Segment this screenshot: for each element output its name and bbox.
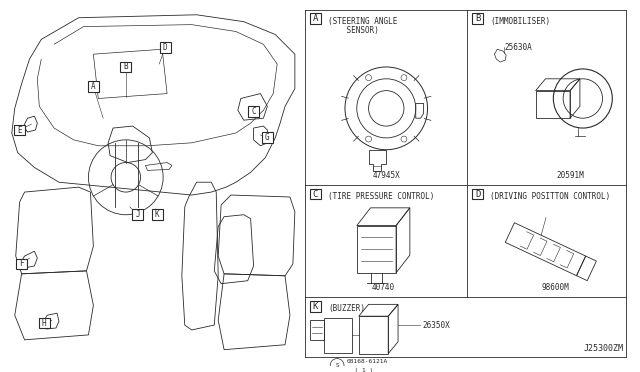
Bar bbox=[262, 132, 273, 143]
Bar bbox=[310, 320, 324, 340]
Text: D: D bbox=[475, 190, 481, 199]
Text: S: S bbox=[335, 363, 339, 368]
Text: 98600M: 98600M bbox=[541, 283, 569, 292]
Text: B: B bbox=[124, 62, 128, 71]
Text: K: K bbox=[155, 210, 159, 219]
Text: C: C bbox=[252, 107, 256, 116]
Text: G: G bbox=[265, 134, 269, 142]
Bar bbox=[120, 61, 131, 73]
Text: J: J bbox=[135, 210, 140, 219]
Bar bbox=[472, 189, 483, 199]
Bar bbox=[310, 13, 321, 24]
Text: 20591M: 20591M bbox=[556, 171, 584, 180]
Bar bbox=[14, 125, 25, 135]
Text: B: B bbox=[475, 14, 481, 23]
Text: D: D bbox=[163, 43, 168, 52]
Bar bbox=[88, 81, 99, 92]
Text: SENSOR): SENSOR) bbox=[328, 26, 379, 35]
Text: ( 1 ): ( 1 ) bbox=[347, 368, 373, 372]
Text: C: C bbox=[313, 190, 318, 199]
Text: 47945X: 47945X bbox=[372, 171, 400, 180]
Bar bbox=[160, 42, 170, 53]
Bar bbox=[356, 225, 396, 273]
Text: (IMMOBILISER): (IMMOBILISER) bbox=[490, 17, 550, 26]
Text: E: E bbox=[17, 125, 22, 135]
Text: 08168-6121A: 08168-6121A bbox=[347, 359, 388, 364]
Text: 40740: 40740 bbox=[372, 283, 395, 292]
Text: H: H bbox=[42, 318, 47, 328]
Text: (BUZZER): (BUZZER) bbox=[328, 304, 365, 313]
Bar bbox=[310, 189, 321, 199]
Text: (TIRE PRESSURE CONTROL): (TIRE PRESSURE CONTROL) bbox=[328, 192, 435, 201]
Text: A: A bbox=[91, 82, 96, 91]
Text: (DRIVING POSITTON CONTROL): (DRIVING POSITTON CONTROL) bbox=[490, 192, 611, 201]
Text: F: F bbox=[19, 260, 24, 269]
Bar bbox=[359, 316, 388, 354]
Text: (STEERING ANGLE: (STEERING ANGLE bbox=[328, 17, 397, 26]
Bar bbox=[16, 259, 27, 269]
Bar bbox=[536, 91, 570, 118]
Text: K: K bbox=[313, 302, 318, 311]
Bar bbox=[248, 106, 259, 117]
Text: J25300ZM: J25300ZM bbox=[583, 344, 623, 353]
Bar bbox=[132, 209, 143, 220]
Bar bbox=[310, 301, 321, 312]
Text: A: A bbox=[313, 14, 318, 23]
Bar bbox=[39, 318, 50, 328]
Bar bbox=[472, 13, 483, 24]
Text: 26350X: 26350X bbox=[422, 321, 451, 330]
Bar bbox=[152, 209, 163, 220]
Text: 25630A: 25630A bbox=[504, 43, 532, 52]
Bar bbox=[324, 318, 352, 353]
